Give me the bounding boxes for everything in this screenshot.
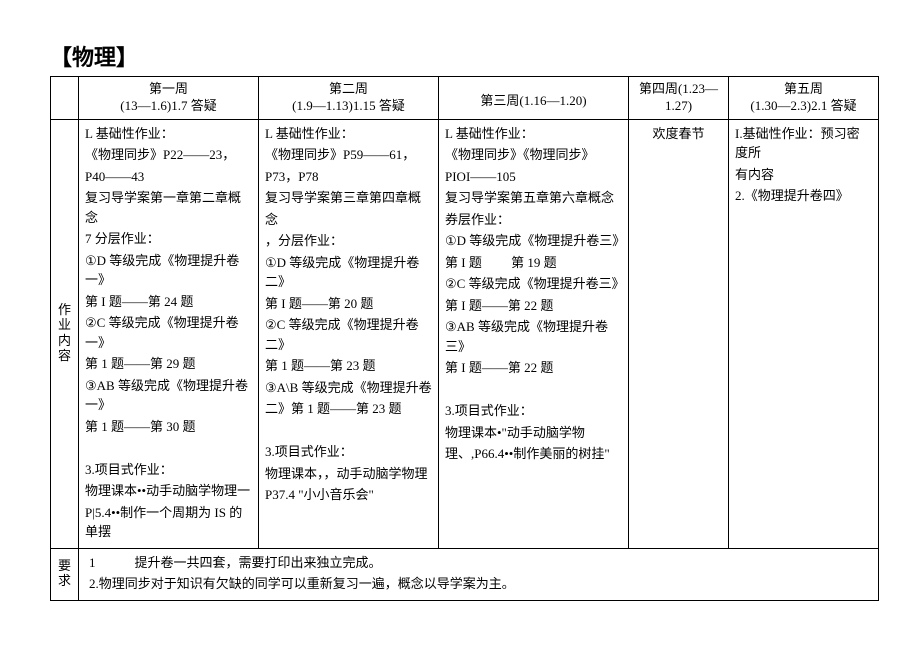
header-week1-l1: 第一周 bbox=[85, 81, 252, 98]
cell-text: P40——43 bbox=[85, 167, 252, 187]
cell-text: 复习导学案第三章第四章概 bbox=[265, 188, 432, 208]
header-week5-l2: (1.30—2.3)2.1 答疑 bbox=[735, 98, 872, 115]
cell-text: 第 I 题——第 22 题 bbox=[445, 296, 622, 316]
cell-text: ③AB 等级完成《物理提升卷三》 bbox=[445, 317, 622, 356]
cell-week2: L 基础性作业：《物理同步》P59——61，P73，P78复习导学案第三章第四章… bbox=[259, 119, 439, 548]
cell-text: P|5.4••制作一个周期为 IS 的单摆 bbox=[85, 503, 252, 542]
cell-text: 第 I 题——第 22 题 bbox=[445, 358, 622, 378]
cell-text: L 基础性作业： bbox=[445, 124, 622, 144]
cell-text: 第 1 题——第 29 题 bbox=[85, 354, 252, 374]
cell-text: ①D 等级完成《物理提升卷三》 bbox=[445, 231, 622, 251]
assignment-table: 第一周 (13—1.6)1.7 答疑 第二周 (1.9—1.13)1.15 答疑… bbox=[50, 76, 879, 601]
cell-req: 1 提升卷一共四套，需要打印出来独立完成。2.物理同步对于知识有欠缺的同学可以重… bbox=[79, 548, 879, 600]
header-week1: 第一周 (13—1.6)1.7 答疑 bbox=[79, 77, 259, 120]
cell-week1: L 基础性作业：《物理同步》P22——23，P40——43复习导学案第一章第二章… bbox=[79, 119, 259, 548]
cell-text: ③A\B 等级完成《物理提升卷 bbox=[265, 378, 432, 398]
cell-text bbox=[445, 380, 622, 400]
cell-text: 券层作业： bbox=[445, 210, 622, 230]
cell-text: L 基础性作业： bbox=[85, 124, 252, 144]
cell-text: 第 I 题——第 20 题 bbox=[265, 294, 432, 314]
cell-text: 复习导学案第五章第六章概念 bbox=[445, 188, 622, 208]
row-label-content: 作业内容 bbox=[51, 119, 79, 548]
header-week2-l1: 第二周 bbox=[265, 81, 432, 98]
row-label-req-text: 要求 bbox=[58, 558, 71, 589]
cell-text: 第 I 题 第 19 题 bbox=[445, 253, 622, 273]
cell-text: 《物理同步》P22——23， bbox=[85, 145, 252, 165]
cell-text: L 基础性作业： bbox=[265, 124, 432, 144]
cell-text: I.基础性作业：预习密度所 bbox=[735, 124, 872, 163]
header-week3: 第三周(1.16—1.20) bbox=[439, 77, 629, 120]
row-label-content-text: 作业内容 bbox=[58, 302, 71, 364]
cell-text: 复习导学案第一章第二章概念 bbox=[85, 188, 252, 227]
cell-text: 《物理同步》《物理同步》 bbox=[445, 145, 622, 165]
cell-text: 物理课本•"动手动脑学物 bbox=[445, 423, 622, 443]
cell-text: 第 1 题——第 30 题 bbox=[85, 417, 252, 437]
cell-text: 有内容 bbox=[735, 165, 872, 185]
cell-text: 2.《物理提升卷四》 bbox=[735, 186, 872, 206]
row-label-req: 要求 bbox=[51, 548, 79, 600]
cell-week3: L 基础性作业：《物理同步》《物理同步》PIOI——105复习导学案第五章第六章… bbox=[439, 119, 629, 548]
cell-week4: 欢度春节 bbox=[629, 119, 729, 548]
content-row: 作业内容 L 基础性作业：《物理同步》P22——23，P40——43复习导学案第… bbox=[51, 119, 879, 548]
header-week3-l1: 第三周(1.16—1.20) bbox=[445, 93, 622, 110]
cell-text: 念 bbox=[265, 210, 432, 230]
cell-week5: I.基础性作业：预习密度所有内容2.《物理提升卷四》 bbox=[729, 119, 879, 548]
cell-text: 7 分层作业： bbox=[85, 229, 252, 249]
cell-text bbox=[265, 421, 432, 441]
cell-text: 第 I 题——第 24 题 bbox=[85, 292, 252, 312]
cell-text: PIOI——105 bbox=[445, 167, 622, 187]
header-empty bbox=[51, 77, 79, 120]
page-title: 【物理】 bbox=[50, 40, 870, 72]
cell-text: ②C 等级完成《物理提升卷二》 bbox=[265, 315, 432, 354]
header-week5-l1: 第五周 bbox=[735, 81, 872, 98]
cell-text: 1 提升卷一共四套，需要打印出来独立完成。 bbox=[89, 553, 872, 573]
cell-text: 理、,P66.4••制作美丽的树挂" bbox=[445, 444, 622, 464]
cell-text: 3.项目式作业： bbox=[85, 460, 252, 480]
requirements-row: 要求 1 提升卷一共四套，需要打印出来独立完成。2.物理同步对于知识有欠缺的同学… bbox=[51, 548, 879, 600]
cell-text: 2.物理同步对于知识有欠缺的同学可以重新复习一遍，概念以导学案为主。 bbox=[89, 574, 872, 594]
cell-text: ②C 等级完成《物理提升卷一》 bbox=[85, 313, 252, 352]
header-week5: 第五周 (1.30—2.3)2.1 答疑 bbox=[729, 77, 879, 120]
cell-text: ②C 等级完成《物理提升卷三》 bbox=[445, 274, 622, 294]
cell-text: P73，P78 bbox=[265, 167, 432, 187]
cell-text: ①D 等级完成《物理提升卷一》 bbox=[85, 251, 252, 290]
table-header: 第一周 (13—1.6)1.7 答疑 第二周 (1.9—1.13)1.15 答疑… bbox=[51, 77, 879, 120]
header-week4-l1: 第四周(1.23— bbox=[635, 81, 722, 98]
cell-text: 第 1 题——第 23 题 bbox=[265, 356, 432, 376]
cell-text: 物理课本，，动手动脑学物理 bbox=[265, 464, 432, 484]
cell-text: P37.4 "小小音乐会" bbox=[265, 485, 432, 505]
header-week2: 第二周 (1.9—1.13)1.15 答疑 bbox=[259, 77, 439, 120]
header-week4-l2: 1.27) bbox=[635, 98, 722, 115]
header-week2-l2: (1.9—1.13)1.15 答疑 bbox=[265, 98, 432, 115]
header-week1-l2: (13—1.6)1.7 答疑 bbox=[85, 98, 252, 115]
cell-text: 物理课本••动手动脑学物理一 bbox=[85, 481, 252, 501]
cell-text: ①D 等级完成《物理提升卷二》 bbox=[265, 253, 432, 292]
cell-text: 二》第 1 题——第 23 题 bbox=[265, 399, 432, 419]
cell-text: ，分层作业： bbox=[265, 231, 432, 251]
cell-text: ③AB 等级完成《物理提升卷一》 bbox=[85, 376, 252, 415]
header-week4: 第四周(1.23— 1.27) bbox=[629, 77, 729, 120]
cell-text: 3.项目式作业： bbox=[265, 442, 432, 462]
cell-text: 《物理同步》P59——61， bbox=[265, 145, 432, 165]
cell-text: 3.项目式作业： bbox=[445, 401, 622, 421]
cell-text bbox=[85, 438, 252, 458]
